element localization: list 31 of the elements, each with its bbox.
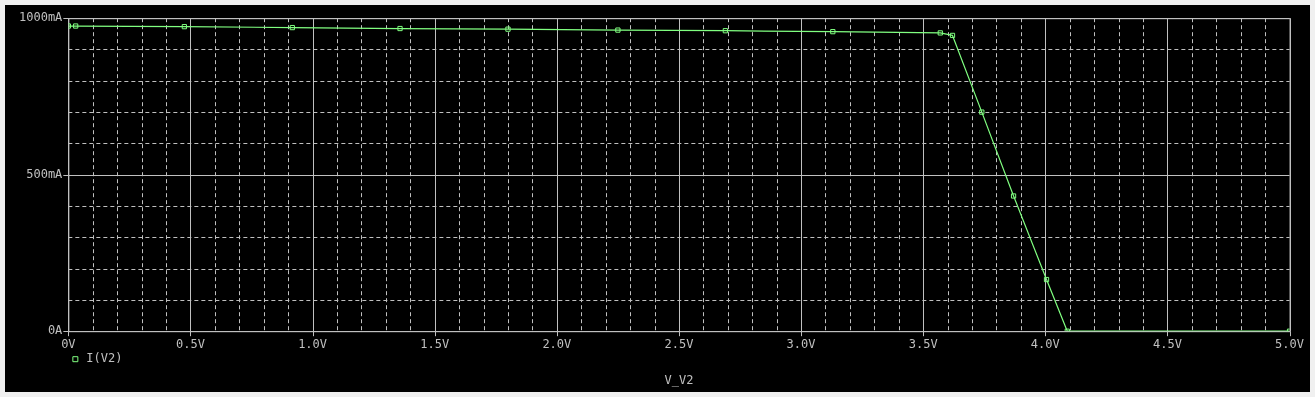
x-tick-label: 5.0V: [1275, 336, 1304, 351]
x-tick-label: 1.0V: [298, 336, 328, 351]
point: [1286, 328, 1290, 332]
x-tick-label: 1.5V: [420, 336, 450, 351]
x-tick-label: 3.0V: [786, 336, 816, 351]
point: [181, 24, 187, 30]
y-tick-label: 0A: [47, 323, 64, 338]
y-tick-label: 1000mA: [18, 10, 64, 25]
point: [722, 28, 728, 34]
point: [505, 26, 511, 32]
point: [73, 23, 79, 29]
point: [397, 25, 403, 32]
x-tick-label: 0V: [61, 336, 76, 351]
legend-label: I(V2): [86, 351, 123, 366]
x-tick-label: 0.5V: [176, 336, 205, 351]
x-axis-title: V_V2: [664, 372, 694, 387]
point: [979, 109, 985, 115]
x-tick-label: 4.5V: [1152, 336, 1182, 351]
x-tick-label: 2.0V: [542, 336, 572, 351]
point: [615, 27, 621, 33]
point: [830, 29, 836, 35]
point: [289, 24, 295, 31]
x-tick-label: 4.0V: [1030, 336, 1060, 351]
point: [1043, 276, 1050, 283]
point: [1010, 193, 1017, 199]
x-tick-label: 2.5V: [664, 336, 694, 351]
y-tick-label: 500mA: [26, 166, 64, 181]
point: [949, 32, 956, 39]
x-tick-label: 3.5V: [908, 336, 938, 351]
point: [937, 30, 943, 36]
point: [1064, 328, 1070, 332]
